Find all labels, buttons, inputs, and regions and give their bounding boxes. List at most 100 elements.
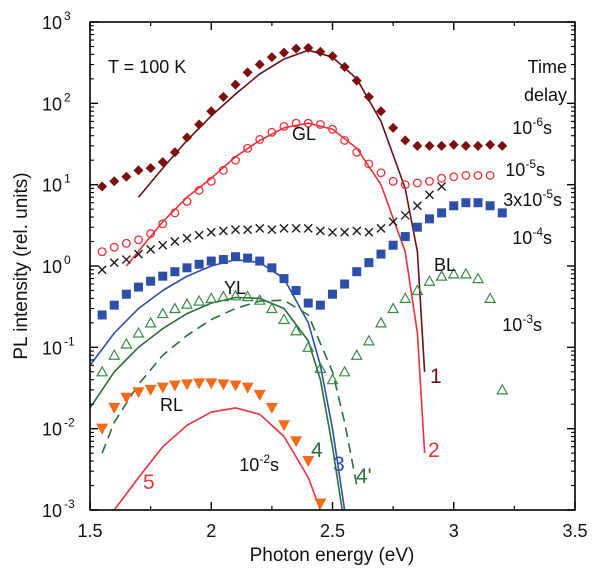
data-point xyxy=(340,135,350,145)
data-point xyxy=(291,118,301,128)
data-point xyxy=(425,190,434,200)
data-point xyxy=(168,380,181,392)
data-point xyxy=(279,223,289,233)
y-tick-label-exponent: -2 xyxy=(64,416,75,430)
data-point xyxy=(278,420,290,432)
x-tick-label: 2 xyxy=(206,521,216,541)
data-point xyxy=(435,269,448,281)
data-point xyxy=(425,176,434,186)
fit-curve-1 xyxy=(137,49,426,372)
data-point xyxy=(340,279,350,289)
data-point xyxy=(120,337,133,349)
y-axis-title: PL intensity (rel. units) xyxy=(11,172,32,359)
data-point xyxy=(328,289,337,299)
y-tick-label-base: 10 xyxy=(42,176,62,196)
data-point xyxy=(158,271,168,281)
data-point xyxy=(400,180,410,190)
curve-label: 3 xyxy=(333,453,345,476)
x-tick-label: 3.5 xyxy=(562,521,587,541)
data-point xyxy=(473,170,483,180)
y-tick-label: 10 xyxy=(42,257,62,277)
y-tick-label: 10 xyxy=(42,13,62,33)
data-point xyxy=(328,124,337,134)
delay-label-unit: s xyxy=(543,118,552,138)
data-point xyxy=(448,139,459,150)
data-point xyxy=(267,225,277,235)
data-point xyxy=(314,362,327,374)
data-point xyxy=(328,227,337,237)
data-point xyxy=(279,121,289,131)
y-tick-label-exponent: -3 xyxy=(64,497,75,511)
data-point xyxy=(194,230,204,240)
data-point xyxy=(253,389,266,401)
data-point xyxy=(315,46,326,57)
band-label-rl: RL xyxy=(160,395,183,415)
y-tick-label: 10 xyxy=(42,176,62,196)
data-point xyxy=(412,140,423,151)
data-point xyxy=(193,294,206,306)
y-tick-label-base: 10 xyxy=(42,501,62,521)
data-point xyxy=(291,223,301,233)
delay-label-unit: s xyxy=(536,160,545,180)
data-point xyxy=(217,290,230,302)
data-point xyxy=(485,170,495,180)
delay-label-unit: s xyxy=(270,455,279,475)
data-point xyxy=(400,135,411,146)
data-point xyxy=(241,290,254,302)
temperature-label: T = 100 K xyxy=(108,57,186,77)
delay-label-exponent: -4 xyxy=(532,225,543,239)
data-point xyxy=(108,348,121,360)
y-tick-label-base: 10 xyxy=(42,257,62,277)
data-point xyxy=(315,226,325,236)
delay-label-exponent: -5 xyxy=(525,157,536,171)
data-point xyxy=(170,208,180,218)
curve-label: 4' xyxy=(356,465,372,488)
data-point xyxy=(303,298,313,308)
delay-label-exponent: -3 xyxy=(522,312,533,326)
data-point xyxy=(206,227,216,237)
data-point xyxy=(339,61,350,72)
data-point xyxy=(132,387,145,399)
data-point xyxy=(496,383,509,395)
data-point xyxy=(376,249,386,259)
data-point xyxy=(266,52,277,63)
data-point xyxy=(399,292,412,303)
data-point xyxy=(109,300,119,310)
data-point xyxy=(97,310,107,320)
y-tick-label-base: 10 xyxy=(42,338,62,358)
data-point xyxy=(243,143,253,153)
data-point xyxy=(254,59,265,70)
data-point xyxy=(97,247,107,257)
data-point xyxy=(277,313,291,325)
data-point xyxy=(146,276,156,286)
data-point xyxy=(388,176,398,186)
data-point xyxy=(205,292,218,303)
series-triangle xyxy=(96,267,509,395)
x-tick-label: 2.5 xyxy=(320,521,345,541)
y-tick-label: 10 xyxy=(42,501,62,521)
delay-label-base: 10 xyxy=(502,315,522,335)
band-label-bl: BL xyxy=(434,255,456,275)
data-point xyxy=(485,139,496,150)
data-point xyxy=(449,172,459,182)
delay-label: 10-5s xyxy=(505,157,545,180)
data-point xyxy=(109,242,119,252)
data-point xyxy=(314,498,327,510)
y-tick-label: 10 xyxy=(42,338,62,358)
data-point xyxy=(388,240,398,250)
data-point xyxy=(437,173,447,183)
data-point xyxy=(231,252,240,262)
delay-label-exponent: -6 xyxy=(532,115,543,129)
time-delay-label-line1: Time xyxy=(528,57,567,77)
data-point xyxy=(170,237,180,247)
delay-label-prefix: 3x xyxy=(503,190,522,210)
y-tick-label-base: 10 xyxy=(42,420,62,440)
data-point xyxy=(302,341,315,352)
delay-label-base: 10 xyxy=(512,228,532,248)
data-point xyxy=(253,293,266,305)
data-point xyxy=(265,302,278,314)
data-point xyxy=(351,75,362,86)
curve-label: 4 xyxy=(311,439,323,462)
data-point xyxy=(121,255,131,265)
